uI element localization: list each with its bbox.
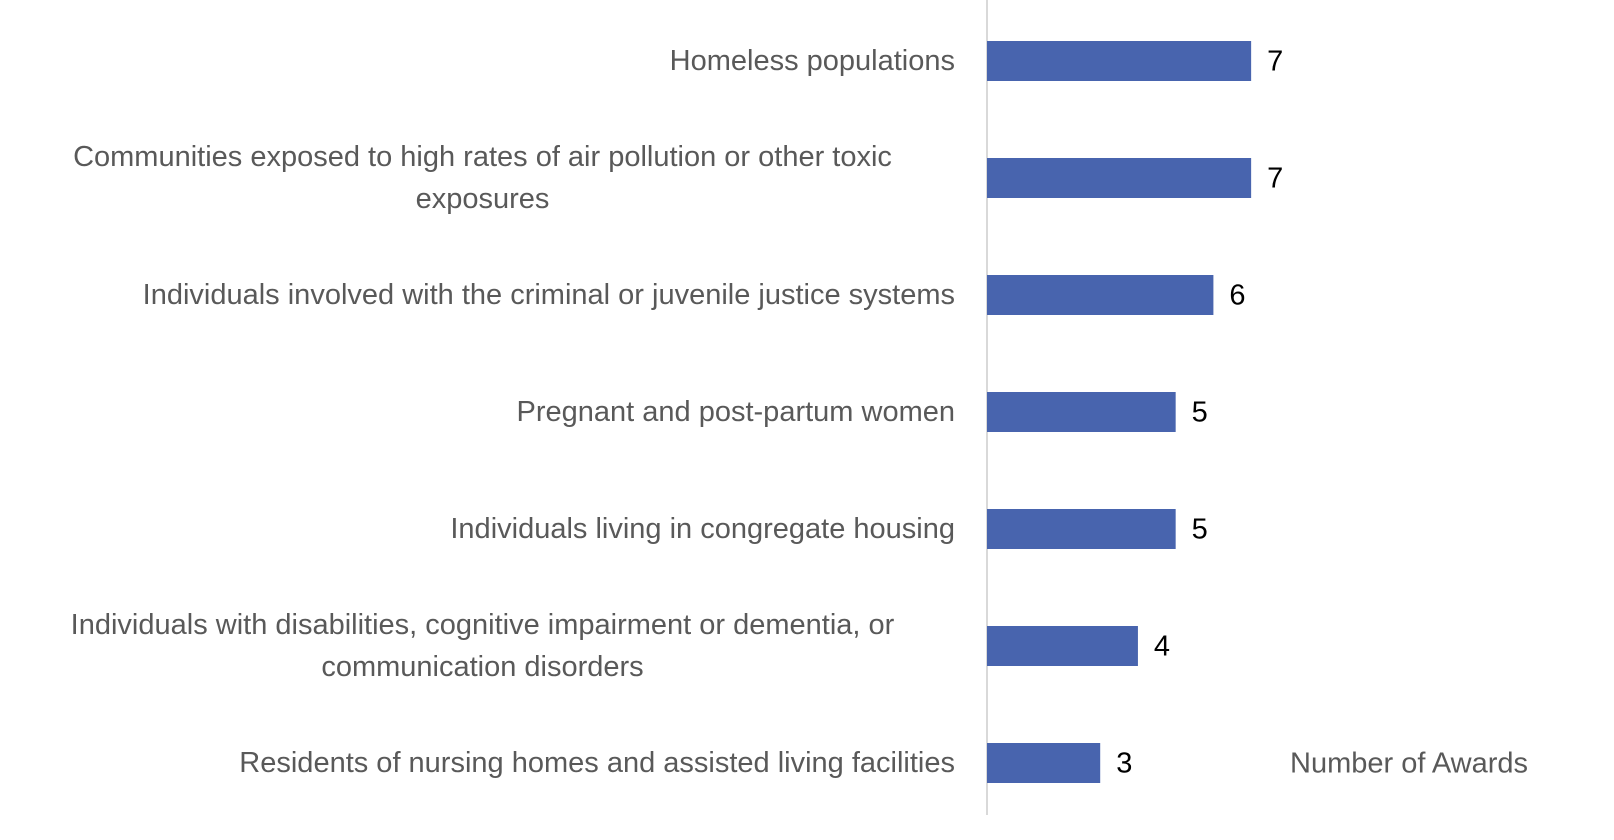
x-axis-label: Number of Awards [1290,748,1528,780]
bar [987,41,1252,81]
value-label: 4 [1154,631,1170,663]
category-label: Pregnant and post-partum women [516,396,955,428]
category-label: Residents of nursing homes and assisted … [239,747,955,779]
category-label: Communities exposed to high rates of air… [73,141,892,215]
bar [987,158,1252,198]
category-label: Individuals with disabilities, cognitive… [70,609,895,683]
value-label: 5 [1192,397,1208,429]
value-label: 7 [1267,163,1283,195]
bar [987,509,1176,549]
bar [987,275,1214,315]
category-label: Individuals involved with the criminal o… [142,279,955,311]
category-label: Homeless populations [669,45,955,77]
bar [987,626,1138,666]
bar [987,392,1176,432]
value-label: 7 [1267,46,1283,78]
value-label: 3 [1116,748,1132,780]
value-label: 5 [1192,514,1208,546]
value-label: 6 [1229,280,1245,312]
category-label: Individuals living in congregate housing [450,513,955,545]
bar [987,743,1101,783]
